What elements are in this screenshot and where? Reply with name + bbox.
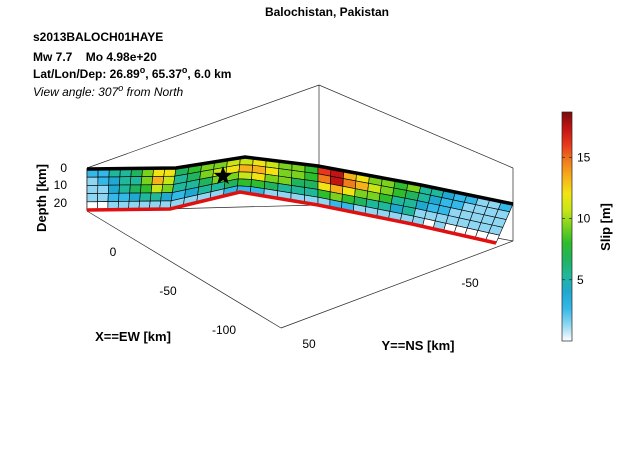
slip-cell — [238, 164, 254, 173]
slip-cell — [161, 184, 174, 194]
hypocenter-star-icon — [213, 166, 233, 185]
view-angle-value: 307 — [98, 85, 119, 99]
view-angle-prefix: View angle: — [33, 85, 98, 99]
y-axis-label: Y==NS [km] — [382, 338, 455, 353]
slip-cell — [108, 176, 121, 186]
slip-cell — [139, 192, 152, 202]
slip-cell — [140, 184, 153, 194]
magnitude-value: Mw 7.7 — [33, 50, 73, 64]
z-tick-label: 20 — [54, 196, 68, 210]
view-angle-line: View angle: 307o from North — [33, 83, 184, 99]
location-lon: 65.37 — [152, 67, 182, 81]
y-axis-line — [280, 240, 514, 329]
slip-cell — [119, 176, 132, 186]
x-tick-label: -50 — [159, 284, 177, 298]
colorbar-tick-label: 5 — [577, 273, 584, 287]
location-lat: 26.89 — [110, 67, 140, 81]
slip-cell — [97, 192, 109, 203]
chart-title: Balochistan, Pakistan — [265, 5, 389, 19]
location-line: Lat/Lon/Dep: 26.89o, 65.37o, 6.0 km — [33, 65, 231, 81]
colorbar-label: Slip [m] — [598, 203, 613, 251]
slip-cell — [107, 192, 120, 202]
slip-cell — [162, 175, 176, 185]
z-tick-label: 0 — [60, 161, 67, 175]
slip-cell — [237, 171, 253, 180]
slip-cell — [128, 192, 141, 202]
event-id: s2013BALOCH01HAYE — [33, 30, 163, 44]
degree-mark: o — [140, 65, 146, 75]
slip-cell — [86, 193, 99, 203]
slip-cell — [237, 178, 252, 187]
slip-cell — [129, 176, 143, 186]
x-axis-line — [86, 210, 282, 329]
x-tick-label: -100 — [212, 323, 236, 337]
colorbar-tick-label: 10 — [577, 212, 591, 226]
colorbar — [561, 111, 573, 342]
slip-cell — [151, 175, 165, 186]
magnitude-label: Mw 7.7 Mo 4.98e+20 — [33, 50, 157, 64]
moment-value: Mo 4.98e+20 — [86, 50, 157, 64]
fault-bottom-trace — [86, 190, 497, 245]
colorbar-ticks: 15 10 5 — [562, 150, 591, 287]
location-prefix: Lat/Lon/Dep: — [33, 67, 110, 81]
slip-cell — [118, 192, 131, 202]
slip-cell — [86, 176, 99, 186]
y-tick-label: -50 — [461, 276, 479, 290]
slip-cell — [129, 184, 142, 194]
colorbar-tick-label: 15 — [577, 150, 591, 164]
slip-cell — [97, 176, 110, 186]
slip-cell — [97, 184, 110, 194]
slip-cell — [150, 184, 164, 194]
fault-top-trace — [86, 155, 514, 206]
slip-cell — [118, 184, 131, 194]
degree-mark: o — [182, 65, 188, 75]
x-axis-label: X==EW [km] — [95, 329, 171, 344]
slip-cell — [107, 184, 120, 194]
slip-cell — [149, 192, 163, 202]
slip-cell — [86, 184, 99, 194]
z-axis-label: Depth [km] — [34, 164, 49, 232]
x-tick-label: 0 — [110, 245, 117, 259]
view-angle-suffix: from North — [123, 85, 183, 99]
slip-cell — [140, 176, 154, 186]
slip-cell — [160, 192, 173, 202]
degree-mark: o — [118, 83, 123, 93]
y-tick-label: 50 — [302, 337, 316, 351]
location-depth: 6.0 km — [194, 67, 231, 81]
z-tick-label: 10 — [54, 178, 68, 192]
